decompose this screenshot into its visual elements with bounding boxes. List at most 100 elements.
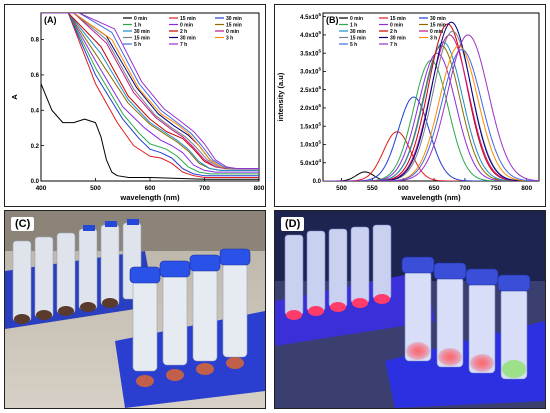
series-line xyxy=(41,83,259,180)
legend-label: 30 min xyxy=(226,16,242,22)
x-tick-label: 750 xyxy=(490,185,501,192)
y-tick-label: 1.0x105 xyxy=(300,140,321,149)
series-line xyxy=(323,96,539,181)
rack-back-c xyxy=(5,219,155,329)
series-line xyxy=(323,21,539,181)
emission-chart-svg: 500 550 600 650 700 750 800 0.0 5.0x104 1.0x105 1.… xyxy=(276,12,540,202)
series-group xyxy=(41,13,259,180)
x-tick-label: 500 xyxy=(90,185,101,192)
legend-label: 0 min xyxy=(390,23,403,29)
x-tick-label: 550 xyxy=(367,185,378,192)
legend-label: 1 h xyxy=(134,23,141,29)
panel-b-emission-chart: 500 550 600 650 700 750 800 0.0 5.0x104 1.0x105 1.… xyxy=(274,4,546,207)
y-tick-label: 0.6 xyxy=(31,73,40,79)
legend-label: 2 h xyxy=(390,29,397,35)
panel-c-label: (C) xyxy=(11,217,35,231)
series-line xyxy=(41,13,259,170)
series-line xyxy=(323,49,539,181)
y-tick-label: 3.5x105 xyxy=(300,48,321,57)
x-tick-label: 600 xyxy=(145,185,156,192)
absorbance-chart-svg: 400 500 600 700 800 0.0 0.2 0.4 0.6 0.8 wavelength… xyxy=(10,12,265,202)
series-line xyxy=(41,13,259,170)
x-tick-label: 600 xyxy=(398,185,409,192)
rack-front-c xyxy=(115,248,265,408)
series-line xyxy=(323,60,539,181)
legend-label: 0 min xyxy=(180,23,193,29)
legend-label: 15 min xyxy=(134,36,150,42)
y-tick-label: 2.0x105 xyxy=(300,103,321,112)
legend-label: 0 min xyxy=(350,16,363,22)
x-axis-label: wavelength (nm) xyxy=(119,193,180,202)
series-line xyxy=(41,13,259,170)
series-line xyxy=(323,45,539,181)
series-line xyxy=(323,30,539,181)
panel-d-label: (D) xyxy=(281,217,305,231)
legend-label: 7 h xyxy=(390,42,397,48)
legend-label: 30 min xyxy=(180,36,196,42)
x-tick-label: 650 xyxy=(429,185,440,192)
series-line xyxy=(41,13,259,171)
y-axis-label: intensity (a.u) xyxy=(276,72,285,121)
legend-label: 30 min xyxy=(390,36,406,42)
rack-front-d xyxy=(385,256,545,408)
legend-label: 0 min xyxy=(226,29,239,35)
y-tick-label: 2.5x105 xyxy=(300,85,321,94)
y-tick-label: 0.4 xyxy=(31,108,40,114)
legend-label: 0 min xyxy=(134,16,147,22)
y-tick-label: 3.0x105 xyxy=(300,67,321,76)
x-tick-label: 800 xyxy=(254,185,265,192)
y-tick-label: 4.5x105 xyxy=(300,12,321,21)
series-line xyxy=(323,131,539,181)
legend-label: 7 h xyxy=(180,42,187,48)
rack-back-d xyxy=(275,224,435,346)
legend-label: 30 min xyxy=(350,29,366,35)
series-line xyxy=(323,171,539,181)
series-line xyxy=(41,13,259,175)
series-line xyxy=(323,34,539,181)
series-line xyxy=(41,13,259,178)
vials-daylight-photo xyxy=(5,211,265,408)
x-tick-label: 800 xyxy=(521,185,532,192)
series-line xyxy=(41,13,259,170)
x-tick-label: 400 xyxy=(36,185,47,192)
vials-uv-photo xyxy=(275,211,545,408)
y-tick-label: 0.0 xyxy=(313,179,322,185)
x-axis-label: wavelength (nm) xyxy=(400,193,461,202)
legend-label: 5 h xyxy=(134,42,141,48)
y-tick-label: 0.0 xyxy=(31,179,40,185)
y-tick-label: 1.5x105 xyxy=(300,121,321,130)
legend-label: 30 min xyxy=(134,29,150,35)
legend-label: 5 h xyxy=(350,42,357,48)
legend-label: 15 min xyxy=(390,16,406,22)
series-line xyxy=(41,13,259,170)
x-tick-label: 500 xyxy=(336,185,347,192)
legend-label: 30 min xyxy=(430,16,446,22)
series-line xyxy=(41,13,259,173)
legend-label: 15 min xyxy=(180,16,196,22)
x-tick-label: 700 xyxy=(460,185,471,192)
series-line xyxy=(323,41,539,181)
y-axis-label: A xyxy=(10,94,19,100)
y-tick-label: 4.0x105 xyxy=(300,30,321,39)
y-tick-label: 0.2 xyxy=(31,144,40,150)
legend-label: 3 h xyxy=(226,36,233,42)
panel-d-photo-uv: (D) xyxy=(274,210,546,409)
panel-a-absorbance-chart: 400 500 600 700 800 0.0 0.2 0.4 0.6 0.8 wavelength… xyxy=(4,4,266,207)
legend-label: 2 h xyxy=(180,29,187,35)
panel-label: (B) xyxy=(326,15,339,25)
x-tick-label: 700 xyxy=(199,185,210,192)
series-line xyxy=(323,34,539,181)
series-line xyxy=(41,13,259,177)
legend-label: 1 h xyxy=(350,23,357,29)
legend-label: 0 min xyxy=(430,29,443,35)
series-group xyxy=(323,21,539,181)
y-tick-label: 5.0x104 xyxy=(300,158,321,167)
legend-label: 15 min xyxy=(226,23,242,29)
legend-label: 3 h xyxy=(430,36,437,42)
y-tick-label: 0.8 xyxy=(31,38,40,44)
panel-c-photo-daylight: (C) xyxy=(4,210,266,409)
series-line xyxy=(323,45,539,181)
panel-label: (A) xyxy=(44,15,57,25)
legend-label: 15 min xyxy=(350,36,366,42)
legend-label: 15 min xyxy=(430,23,446,29)
